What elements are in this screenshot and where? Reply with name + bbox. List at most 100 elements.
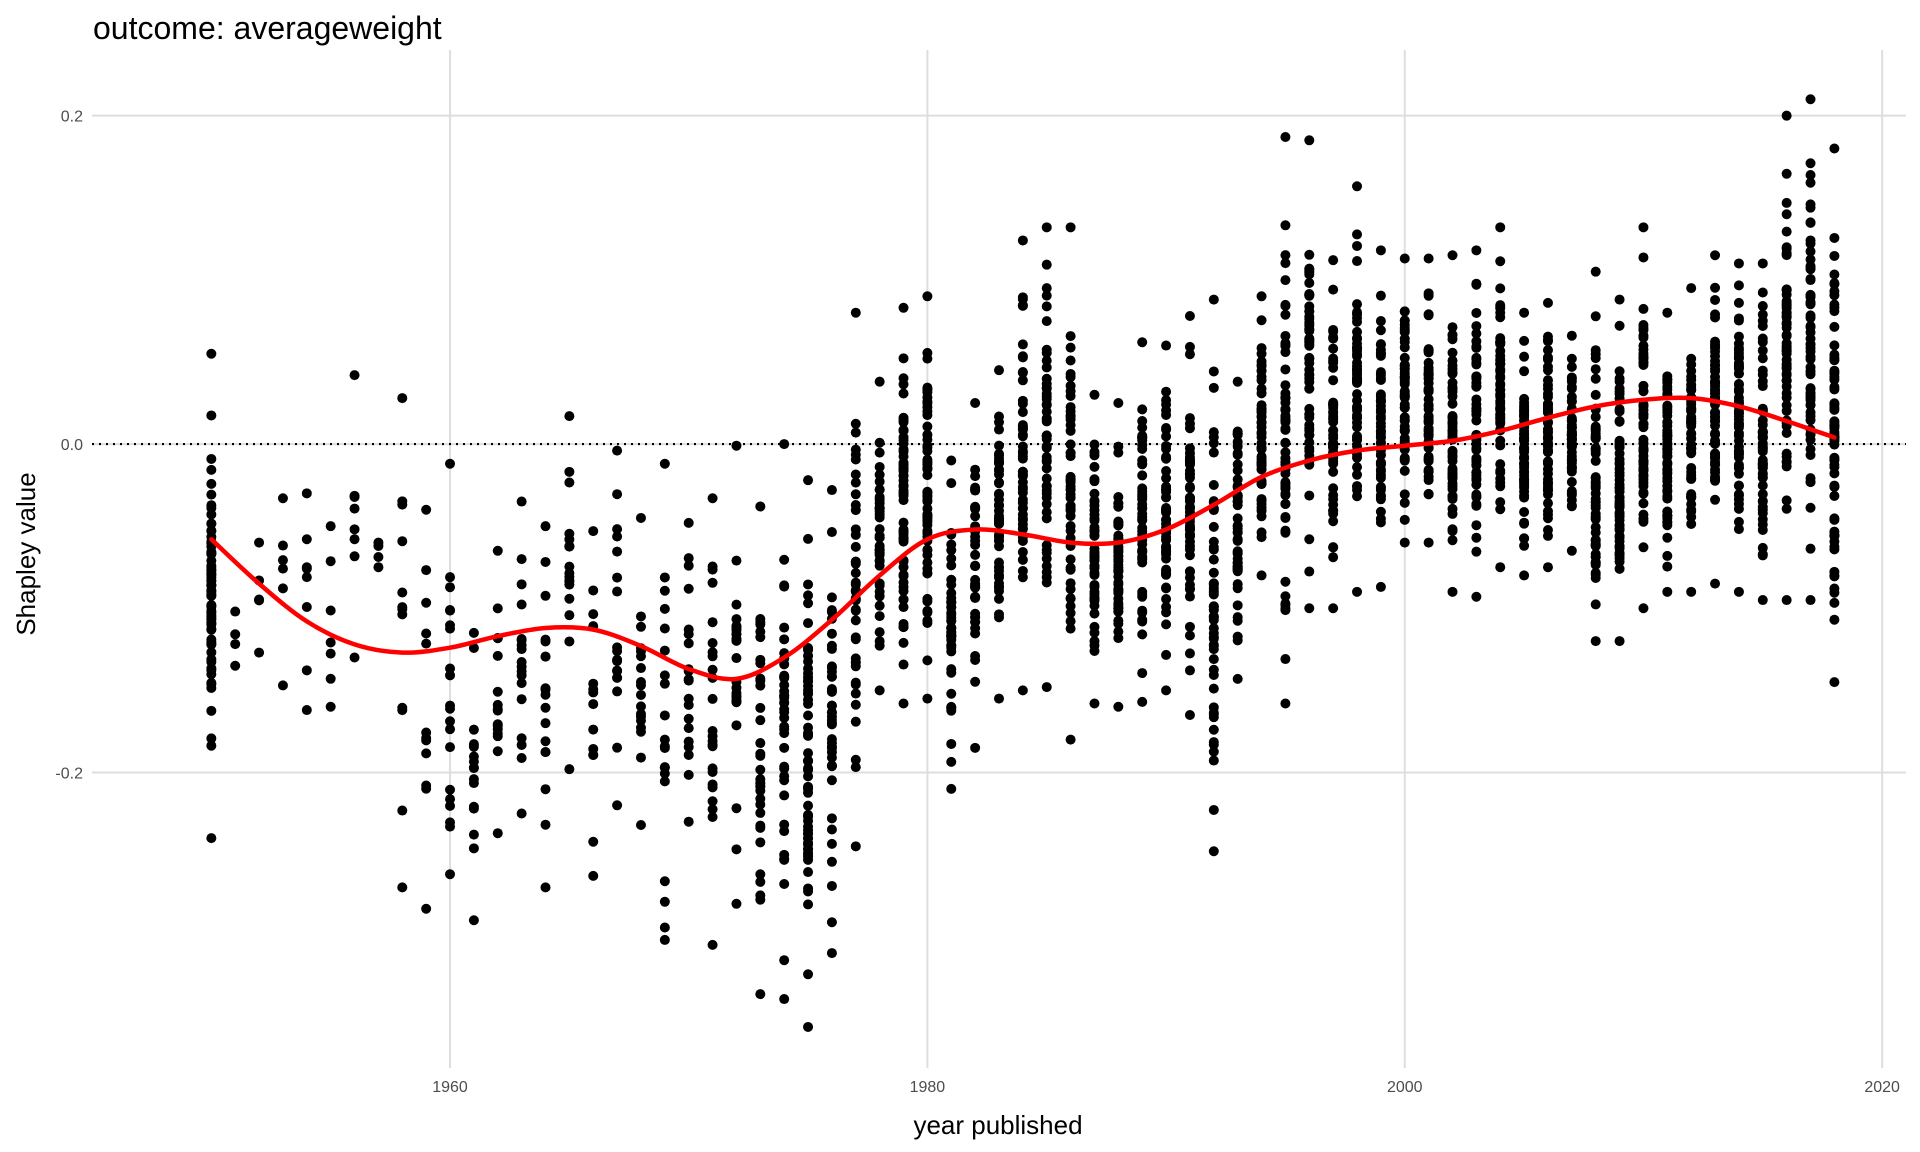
scatter-point bbox=[826, 813, 837, 824]
scatter-point bbox=[1280, 309, 1291, 320]
scatter-point bbox=[755, 894, 766, 905]
scatter-point bbox=[1017, 484, 1028, 495]
scatter-point bbox=[1328, 505, 1339, 516]
scatter-point bbox=[946, 455, 957, 466]
scatter-point bbox=[635, 611, 646, 622]
scatter-point bbox=[874, 586, 885, 597]
scatter-point bbox=[1328, 516, 1339, 527]
scatter-point bbox=[1829, 571, 1840, 582]
scatter-point bbox=[1686, 416, 1697, 427]
x-tick-label: 2000 bbox=[1387, 1079, 1423, 1096]
scatter-point bbox=[1041, 513, 1052, 524]
scatter-point bbox=[803, 710, 814, 721]
scatter-point bbox=[1733, 384, 1744, 395]
scatter-point bbox=[349, 534, 360, 545]
scatter-point bbox=[1495, 440, 1506, 451]
scatter-point bbox=[1805, 346, 1816, 357]
scatter-point bbox=[635, 726, 646, 737]
scatter-point bbox=[1184, 584, 1195, 595]
scatter-point bbox=[1304, 135, 1315, 146]
scatter-point bbox=[1328, 490, 1339, 501]
scatter-point bbox=[445, 623, 456, 634]
scatter-point bbox=[994, 489, 1004, 500]
scatter-point bbox=[1208, 521, 1219, 532]
scatter-point bbox=[874, 376, 885, 387]
scatter-point bbox=[588, 609, 599, 620]
scatter-point bbox=[206, 453, 217, 464]
scatter-point bbox=[1447, 398, 1458, 409]
scatter-point bbox=[755, 869, 766, 880]
scatter-point bbox=[445, 821, 456, 832]
scatter-point bbox=[1304, 443, 1315, 454]
scatter-point bbox=[1805, 217, 1816, 228]
scatter-point bbox=[1137, 629, 1148, 640]
scatter-point bbox=[1399, 306, 1410, 317]
scatter-point bbox=[1184, 665, 1195, 676]
scatter-point bbox=[994, 593, 1004, 604]
scatter-point bbox=[1542, 474, 1553, 485]
scatter-point bbox=[301, 534, 312, 545]
scatter-point bbox=[1328, 284, 1339, 295]
scatter-point bbox=[564, 636, 575, 647]
scatter-point bbox=[1590, 599, 1601, 610]
scatter-point bbox=[803, 663, 814, 674]
scatter-point bbox=[492, 828, 503, 839]
scatter-point bbox=[540, 684, 551, 695]
scatter-point bbox=[492, 731, 503, 742]
scatter-point bbox=[1710, 309, 1721, 320]
scatter-point bbox=[707, 779, 718, 790]
scatter-point bbox=[898, 444, 909, 455]
scatter-point bbox=[826, 661, 837, 672]
scatter-point bbox=[1566, 477, 1577, 488]
scatter-point bbox=[468, 751, 479, 762]
scatter-point bbox=[277, 555, 288, 566]
scatter-point bbox=[1137, 546, 1148, 557]
scatter-point bbox=[731, 803, 742, 814]
scatter-point bbox=[1352, 481, 1363, 492]
scatter-point bbox=[1328, 413, 1339, 424]
scatter-point bbox=[1805, 477, 1816, 488]
scatter-point bbox=[1495, 256, 1506, 267]
scatter-point bbox=[1447, 535, 1458, 546]
x-tick-label: 2020 bbox=[1864, 1079, 1900, 1096]
scatter-point bbox=[1041, 373, 1052, 384]
scatter-point bbox=[301, 488, 312, 499]
scatter-point bbox=[445, 724, 456, 735]
scatter-point bbox=[898, 481, 909, 492]
scatter-point bbox=[325, 673, 336, 684]
scatter-point bbox=[659, 741, 670, 752]
scatter-point bbox=[1137, 494, 1148, 505]
scatter-point bbox=[1805, 369, 1816, 380]
scatter-point bbox=[994, 411, 1004, 422]
scatter-point bbox=[1781, 226, 1792, 237]
scatter-point bbox=[659, 768, 670, 779]
scatter-point bbox=[1137, 514, 1148, 525]
scatter-point bbox=[1590, 488, 1601, 499]
scatter-point bbox=[803, 643, 814, 654]
scatter-point bbox=[1566, 429, 1577, 440]
scatter-point bbox=[1399, 361, 1410, 372]
scatter-point bbox=[1638, 222, 1649, 233]
scatter-point bbox=[826, 752, 837, 763]
scatter-point bbox=[994, 535, 1004, 546]
scatter-point bbox=[1041, 572, 1052, 583]
scatter-point bbox=[1208, 294, 1219, 305]
scatter-point bbox=[1686, 462, 1697, 473]
scatter-point bbox=[206, 705, 217, 716]
scatter-point bbox=[946, 609, 957, 620]
scatter-point bbox=[1208, 366, 1219, 377]
scatter-point bbox=[540, 702, 551, 713]
scatter-point bbox=[1519, 366, 1530, 377]
scatter-point bbox=[1352, 229, 1363, 240]
scatter-point bbox=[1686, 371, 1697, 382]
scatter-point bbox=[1757, 440, 1768, 451]
scatter-point bbox=[1566, 395, 1577, 406]
scatter-point bbox=[1161, 409, 1172, 420]
scatter-point bbox=[1542, 424, 1553, 435]
scatter-point bbox=[1829, 597, 1840, 608]
scatter-point bbox=[779, 994, 790, 1005]
scatter-point bbox=[898, 435, 909, 446]
scatter-point bbox=[803, 748, 814, 759]
scatter-point bbox=[1733, 428, 1744, 439]
scatter-point bbox=[946, 634, 957, 645]
